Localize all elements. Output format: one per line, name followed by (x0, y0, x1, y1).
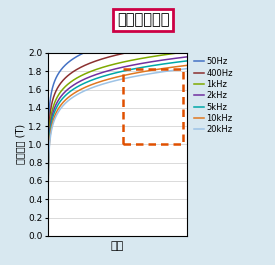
2kHz (46, 195, 50, 198)
Line: 2kHz: 2kHz (48, 57, 187, 228)
5kHz (48, 133, 51, 136)
50Hz (47, 144, 50, 147)
10kHz (46, 222, 50, 225)
Text: 測定範囲拡大: 測定範囲拡大 (117, 12, 169, 27)
20kHz (48, 143, 51, 146)
5kHz (46, 200, 50, 203)
5kHz (46, 206, 50, 209)
400Hz (106, 56, 110, 59)
Line: 400Hz: 400Hz (48, 53, 125, 228)
Legend: 50Hz, 400Hz, 1kHz, 2kHz, 5kHz, 10kHz, 20kHz: 50Hz, 400Hz, 1kHz, 2kHz, 5kHz, 10kHz, 20… (194, 57, 233, 134)
10kHz (46, 187, 50, 190)
400Hz (47, 144, 50, 147)
20kHz (46, 227, 50, 230)
2kHz (148, 61, 151, 64)
1kHz (47, 144, 50, 147)
5kHz (187, 59, 190, 62)
Line: 20kHz: 20kHz (48, 68, 188, 228)
10kHz (186, 64, 189, 67)
50Hz (46, 227, 50, 230)
50Hz (47, 132, 50, 135)
400Hz (124, 51, 127, 55)
5kHz (97, 76, 101, 79)
20kHz (47, 157, 50, 160)
2kHz (166, 58, 169, 61)
20kHz (48, 146, 51, 149)
10kHz (46, 192, 50, 195)
10kHz (55, 110, 58, 113)
2kHz (185, 55, 189, 59)
10kHz (110, 77, 113, 80)
1kHz (46, 227, 50, 230)
Line: 50Hz: 50Hz (48, 53, 84, 228)
1kHz (48, 122, 52, 126)
400Hz (48, 122, 51, 126)
Bar (123, 69, 183, 144)
50Hz (74, 56, 77, 59)
Line: 1kHz: 1kHz (48, 53, 177, 228)
50Hz (52, 83, 55, 86)
Line: 10kHz: 10kHz (48, 65, 187, 228)
X-axis label: 鉄損: 鉄損 (111, 241, 124, 251)
Y-axis label: 磁束密度 (T): 磁束密度 (T) (15, 124, 25, 165)
1kHz (66, 83, 69, 86)
2kHz (50, 116, 53, 119)
400Hz (58, 83, 61, 86)
400Hz (47, 143, 50, 146)
2kHz (48, 135, 51, 139)
2kHz (47, 149, 50, 152)
10kHz (46, 216, 50, 219)
1kHz (47, 143, 50, 146)
20kHz (48, 148, 51, 152)
20kHz (97, 84, 100, 87)
1kHz (176, 51, 179, 55)
50Hz (47, 122, 50, 126)
5kHz (47, 168, 50, 171)
400Hz (47, 132, 50, 135)
10kHz (46, 227, 50, 230)
5kHz (46, 223, 50, 226)
50Hz (47, 143, 50, 146)
2kHz (46, 227, 50, 230)
20kHz (186, 67, 189, 70)
20kHz (78, 92, 81, 95)
50Hz (82, 51, 85, 55)
Line: 5kHz: 5kHz (48, 61, 188, 228)
400Hz (46, 227, 50, 230)
5kHz (46, 227, 50, 230)
1kHz (48, 132, 51, 135)
1kHz (147, 56, 150, 59)
